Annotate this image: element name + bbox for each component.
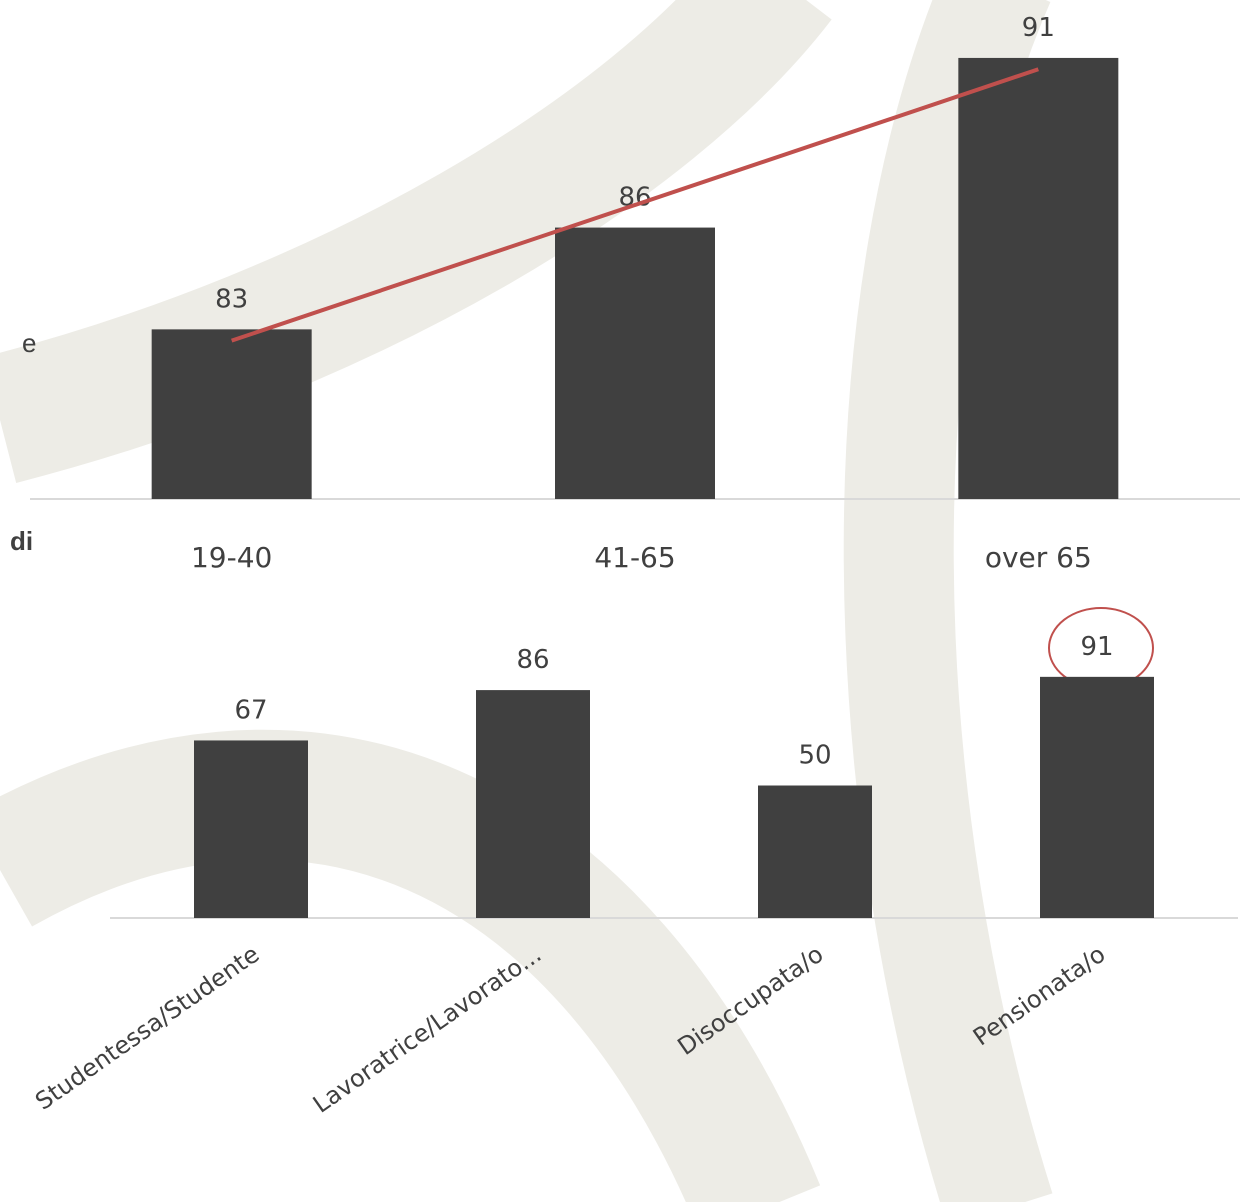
bar [476, 690, 590, 918]
bg-stripe [0, 729, 821, 1202]
bar [555, 227, 715, 500]
x-tick-label: Studentessa/Studente [30, 940, 264, 1116]
bar [958, 57, 1119, 500]
bar [151, 329, 312, 499]
text-fragment: di [10, 526, 33, 556]
data-label: 91 [1022, 13, 1055, 43]
data-label: 67 [234, 695, 267, 725]
background [0, 0, 1053, 1202]
bar [194, 740, 308, 918]
bar [758, 785, 872, 918]
trendline [231, 67, 1039, 343]
data-label: 86 [516, 645, 549, 675]
x-tick-label: 41-65 [594, 541, 675, 574]
bg-stripe [0, 0, 832, 483]
data-label: 50 [798, 741, 831, 771]
x-tick-label: Lavoratrice/Lavorato... [308, 940, 547, 1119]
data-label: 83 [215, 284, 248, 314]
text-fragment: e [22, 328, 36, 358]
x-tick-label: 19-40 [191, 541, 272, 574]
bg-stripe [843, 0, 1053, 1202]
bar [1040, 676, 1154, 918]
x-tick-label: over 65 [985, 541, 1092, 574]
data-label: 91 [1080, 632, 1113, 662]
